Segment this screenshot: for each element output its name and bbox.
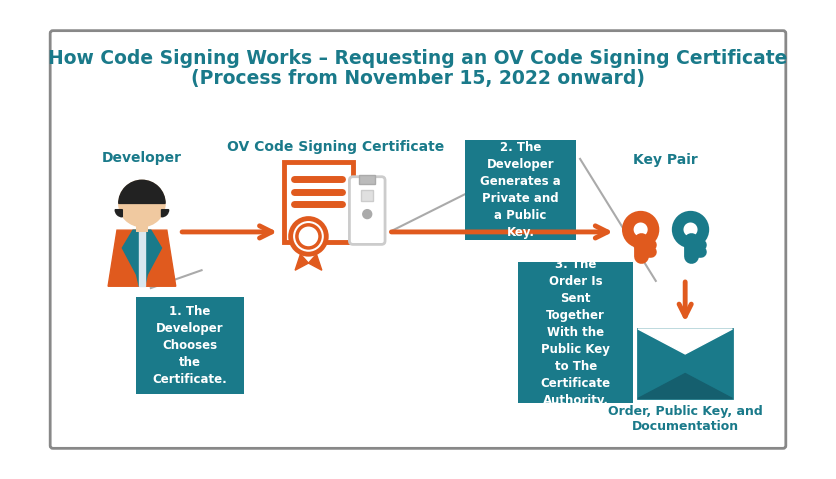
Polygon shape (145, 230, 161, 286)
FancyBboxPatch shape (135, 219, 148, 232)
Text: 2. The
Developer
Generates a
Private and
a Public
Key.: 2. The Developer Generates a Private and… (480, 141, 561, 239)
Text: 3. The
Order Is
Sent
Together
With the
Public Key
to The
Certificate
Authority.: 3. The Order Is Sent Together With the P… (541, 258, 610, 407)
Polygon shape (638, 329, 732, 354)
Polygon shape (308, 254, 322, 270)
FancyBboxPatch shape (349, 177, 385, 244)
FancyBboxPatch shape (638, 329, 732, 399)
Polygon shape (295, 254, 308, 270)
FancyBboxPatch shape (361, 190, 374, 201)
Circle shape (119, 180, 165, 227)
Wedge shape (119, 180, 165, 204)
Text: 1. The
Developer
Chooses
the
Certificate.: 1. The Developer Chooses the Certificate… (153, 306, 227, 387)
Circle shape (363, 210, 372, 218)
FancyBboxPatch shape (465, 140, 576, 240)
Polygon shape (108, 230, 176, 286)
Circle shape (297, 225, 320, 248)
Wedge shape (115, 210, 122, 217)
FancyBboxPatch shape (359, 175, 375, 184)
Text: (Process from November 15, 2022 onward): (Process from November 15, 2022 onward) (191, 69, 645, 88)
FancyBboxPatch shape (50, 31, 786, 448)
FancyBboxPatch shape (283, 161, 353, 242)
Text: OV Code Signing Certificate: OV Code Signing Certificate (227, 140, 444, 154)
Polygon shape (638, 374, 732, 399)
Text: Developer: Developer (102, 151, 182, 165)
Text: Key Pair: Key Pair (633, 153, 698, 167)
FancyBboxPatch shape (518, 262, 633, 403)
Polygon shape (140, 230, 145, 286)
Text: Order, Public Key, and
Documentation: Order, Public Key, and Documentation (608, 405, 762, 433)
Circle shape (291, 218, 326, 254)
Text: How Code Signing Works – Requesting an OV Code Signing Certificate: How Code Signing Works – Requesting an O… (48, 49, 788, 68)
Wedge shape (161, 210, 169, 217)
FancyBboxPatch shape (135, 297, 244, 395)
Polygon shape (122, 230, 140, 286)
